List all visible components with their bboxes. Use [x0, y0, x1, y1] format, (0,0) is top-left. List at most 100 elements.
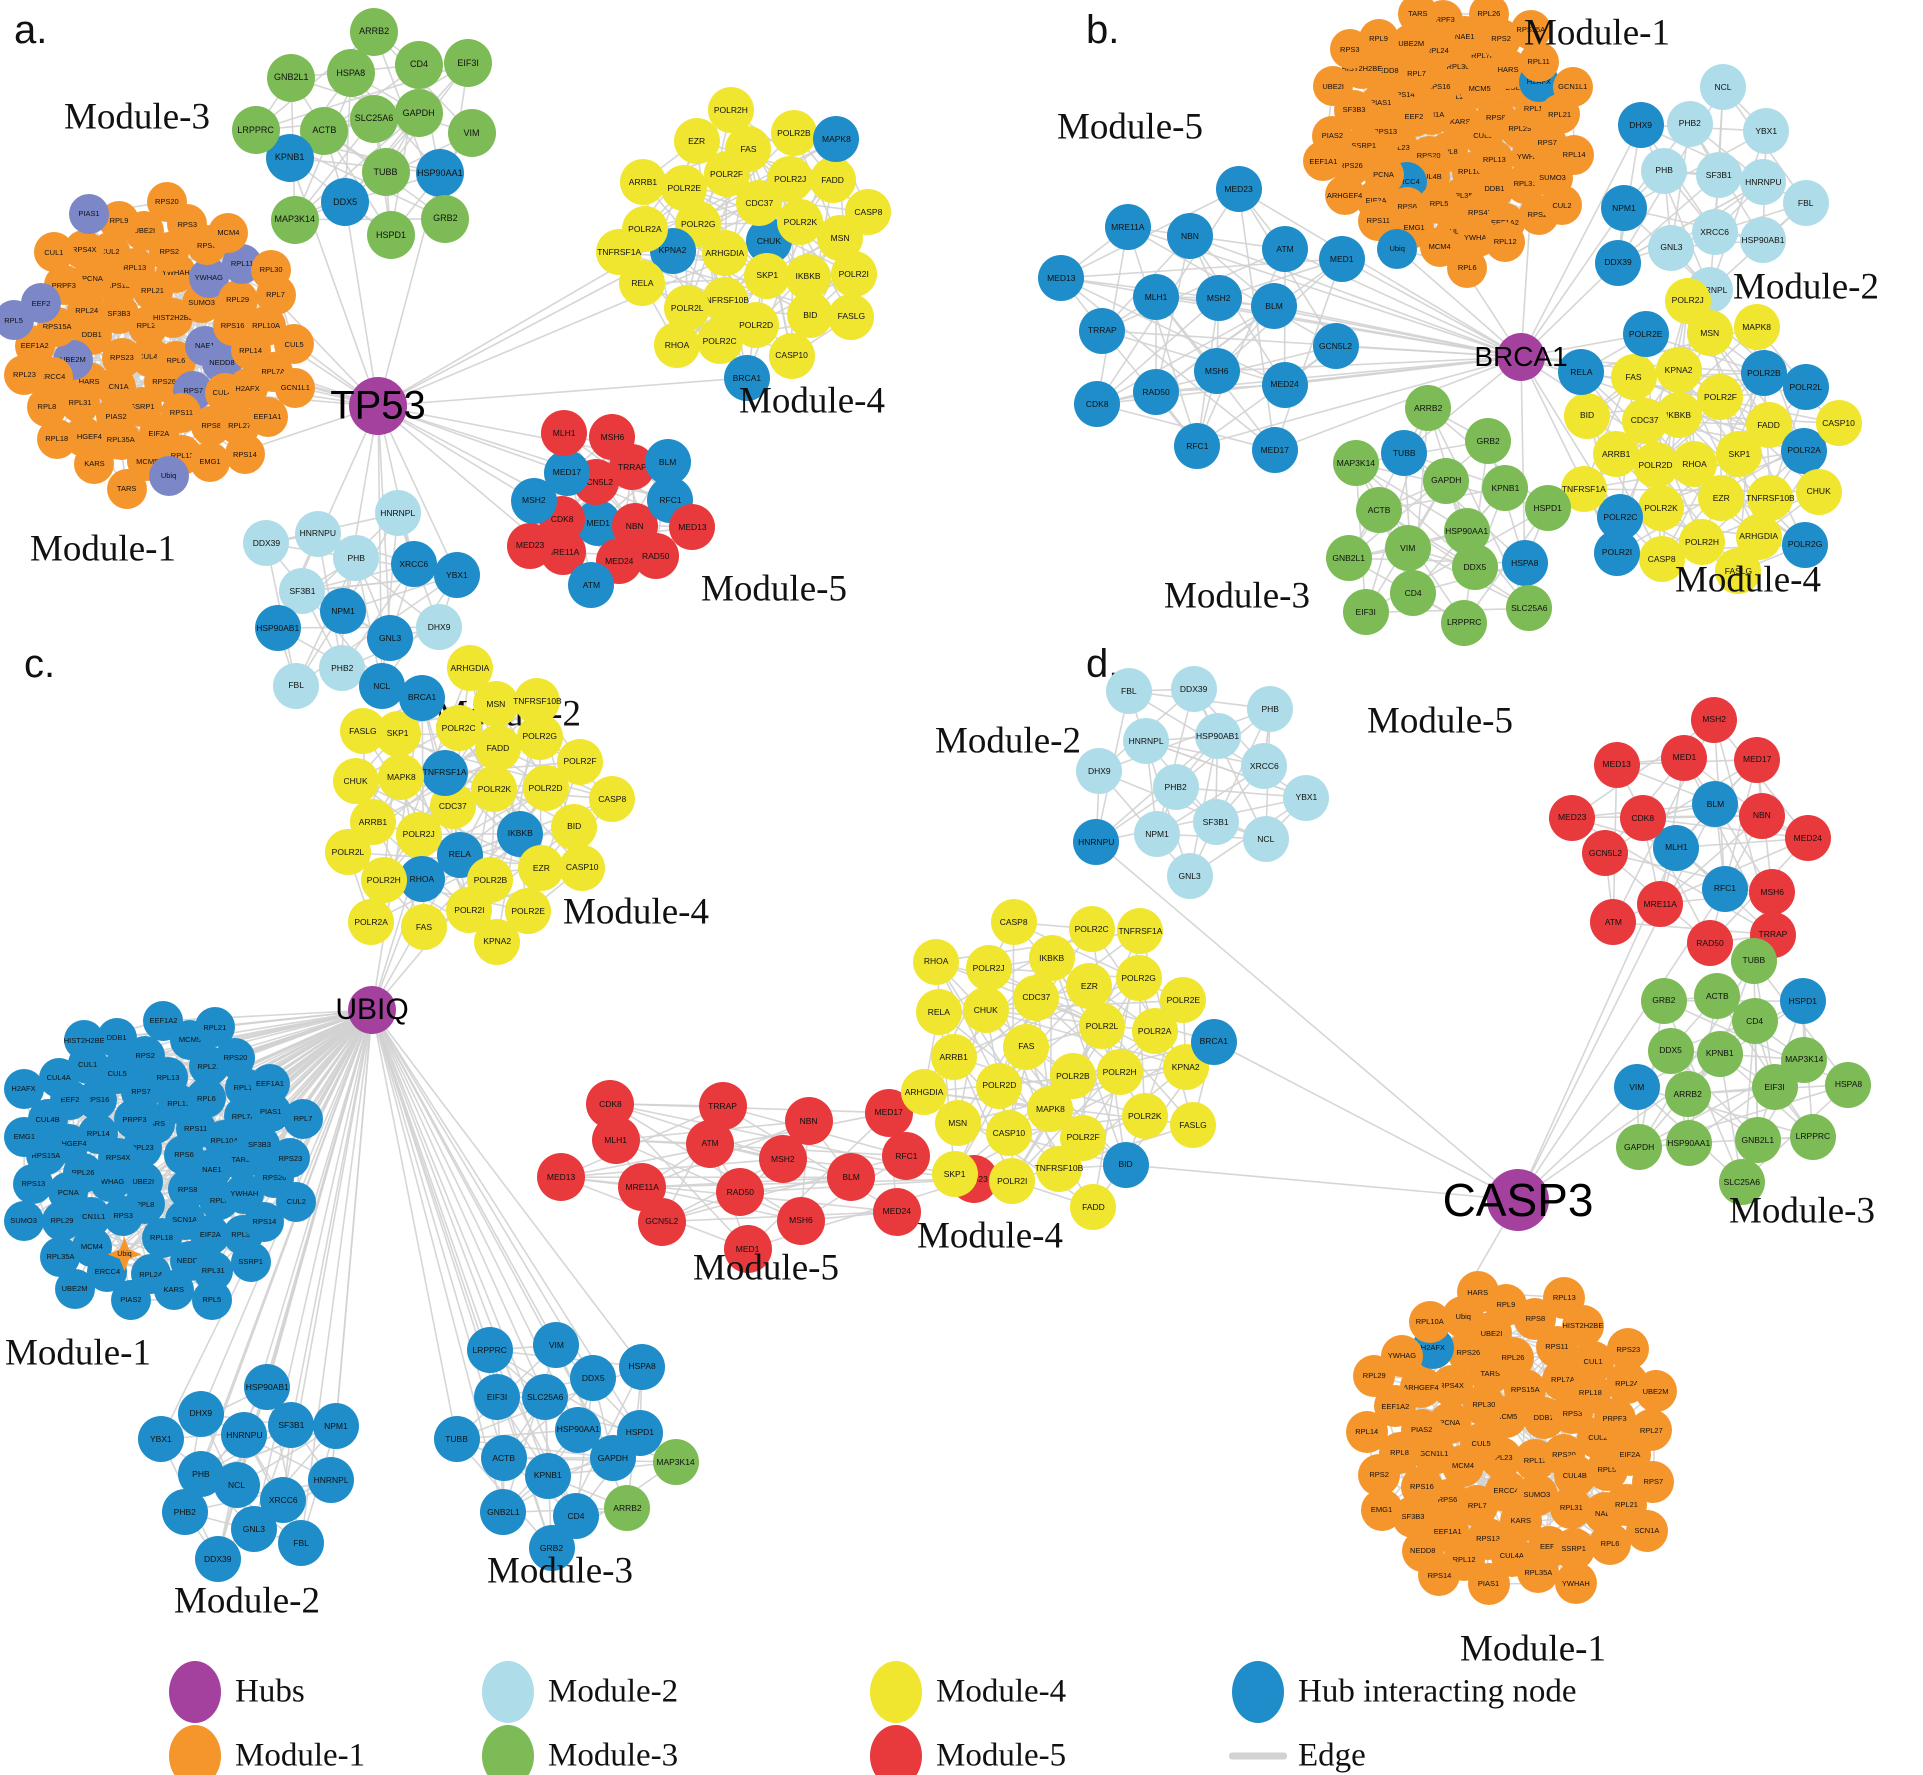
- node-KPNB1[interactable]: KPNB1: [1482, 464, 1529, 511]
- node-POLR2C[interactable]: POLR2C: [1068, 905, 1115, 952]
- node-BID[interactable]: BID: [551, 803, 598, 850]
- node-NCL[interactable]: NCL: [358, 663, 405, 710]
- node-NCL[interactable]: NCL: [1700, 64, 1747, 111]
- node-SUMO3[interactable]: SUMO3: [3, 1200, 44, 1241]
- node-VIM[interactable]: VIM: [447, 109, 496, 158]
- node-CHUK[interactable]: CHUK: [1795, 468, 1842, 515]
- node-PHB2[interactable]: PHB2: [1666, 100, 1713, 147]
- node-HSPA8[interactable]: HSPA8: [619, 1343, 666, 1390]
- node-ARRB1[interactable]: ARRB1: [619, 158, 666, 205]
- node-RPL14[interactable]: RPL14: [1345, 1410, 1388, 1453]
- node-NBN[interactable]: NBN: [1738, 792, 1785, 839]
- node-HSPA8[interactable]: HSPA8: [326, 49, 375, 98]
- hub-node-TP53[interactable]: [349, 377, 407, 435]
- node-XRCC6[interactable]: XRCC6: [1691, 208, 1738, 255]
- node-EZR[interactable]: EZR: [1698, 475, 1745, 522]
- node-MED23[interactable]: MED23: [507, 522, 554, 569]
- node-RPS23[interactable]: RPS23: [270, 1138, 311, 1179]
- node-KPNB1[interactable]: KPNB1: [524, 1452, 571, 1499]
- node-HSPA8[interactable]: HSPA8: [1501, 540, 1548, 587]
- node-EEF1A2[interactable]: EEF1A2: [143, 1000, 184, 1041]
- node-GRB2[interactable]: GRB2: [1465, 417, 1512, 464]
- node-YBX1[interactable]: YBX1: [433, 551, 480, 598]
- node-CHUK[interactable]: CHUK: [332, 757, 379, 804]
- node-FAS[interactable]: FAS: [1610, 354, 1657, 401]
- node-CD4[interactable]: CD4: [395, 40, 444, 89]
- node-XRCC6[interactable]: XRCC6: [1241, 743, 1288, 790]
- node-MAPK8[interactable]: MAPK8: [378, 754, 425, 801]
- node-HNRNPU[interactable]: HNRNPU: [1740, 159, 1787, 206]
- node-MED24[interactable]: MED24: [1784, 815, 1831, 862]
- node-SLC25A6[interactable]: SLC25A6: [1506, 585, 1553, 632]
- node-KPNB1[interactable]: KPNB1: [1696, 1030, 1743, 1077]
- node-POLR2D[interactable]: POLR2D: [1632, 441, 1679, 488]
- node-EIF3I[interactable]: EIF3I: [474, 1374, 521, 1421]
- node-DDX5[interactable]: DDX5: [1451, 544, 1498, 591]
- node-RAD50[interactable]: RAD50: [1686, 919, 1733, 966]
- node-ARRB2[interactable]: ARRB2: [1405, 385, 1452, 432]
- node-RPS20[interactable]: RPS20: [146, 181, 187, 222]
- node-ACTB[interactable]: ACTB: [1356, 486, 1403, 533]
- node-FADD[interactable]: FADD: [474, 725, 521, 772]
- node-EZR[interactable]: EZR: [1066, 963, 1113, 1010]
- node-MSH2[interactable]: MSH2: [510, 477, 557, 524]
- node-FAS[interactable]: FAS: [1003, 1023, 1050, 1070]
- node-POLR2K[interactable]: POLR2K: [1121, 1093, 1168, 1140]
- node-CDK8[interactable]: CDK8: [1074, 381, 1121, 428]
- node-TUBB[interactable]: TUBB: [1381, 429, 1428, 476]
- node-POLR2L[interactable]: POLR2L: [324, 829, 371, 876]
- node-POLR2F[interactable]: POLR2F: [557, 738, 603, 785]
- node-GNL3[interactable]: GNL3: [1648, 224, 1695, 271]
- node-MRE11A[interactable]: MRE11A: [1104, 204, 1151, 251]
- node-BRCA1[interactable]: BRCA1: [1190, 1018, 1237, 1065]
- node-HNRNPU[interactable]: HNRNPU: [294, 510, 341, 557]
- node-POLR2K[interactable]: POLR2K: [471, 766, 518, 813]
- node-CUL2[interactable]: CUL2: [276, 1181, 317, 1222]
- node-POLR2F[interactable]: POLR2F: [1697, 373, 1744, 420]
- node-DDX5[interactable]: DDX5: [1647, 1027, 1694, 1074]
- node-RPL29[interactable]: RPL29: [41, 1201, 82, 1242]
- node-LRPPRC[interactable]: LRPPRC: [466, 1327, 513, 1374]
- node-RPL10A[interactable]: RPL10A: [1408, 1301, 1451, 1344]
- node-POLR2J[interactable]: POLR2J: [965, 944, 1012, 991]
- node-YBX1[interactable]: YBX1: [137, 1415, 184, 1462]
- node-GCN1L1[interactable]: GCN1L1: [1552, 66, 1593, 107]
- node-BLM[interactable]: BLM: [1251, 283, 1298, 330]
- node-GNL3[interactable]: GNL3: [367, 615, 414, 662]
- node-UBE2M[interactable]: UBE2M: [54, 1268, 95, 1309]
- node-GRB2[interactable]: GRB2: [1640, 977, 1687, 1024]
- node-TARS[interactable]: TARS: [106, 468, 147, 509]
- node-TNFRSF1A[interactable]: TNFRSF1A: [421, 749, 468, 796]
- node-POLR2H[interactable]: POLR2H: [1679, 519, 1725, 566]
- node-HNRNPL[interactable]: HNRNPL: [1123, 718, 1170, 765]
- node-FBL[interactable]: FBL: [1105, 668, 1152, 715]
- node-MAPK8[interactable]: MAPK8: [1733, 304, 1780, 351]
- node-RPL26[interactable]: RPL26: [1468, 0, 1509, 34]
- node-PIAS1[interactable]: PIAS1: [69, 194, 110, 235]
- node-MED13[interactable]: MED13: [537, 1153, 586, 1202]
- node-PHB2[interactable]: PHB2: [161, 1489, 208, 1535]
- node-H2AFX[interactable]: H2AFX: [3, 1068, 44, 1109]
- node-TNFRSF10B[interactable]: TNFRSF10B: [1035, 1145, 1083, 1192]
- node-FAS[interactable]: FAS: [725, 126, 772, 173]
- node-RPS14[interactable]: RPS14: [1418, 1554, 1461, 1597]
- node-POLR2E[interactable]: POLR2E: [1160, 977, 1207, 1024]
- node-MCM4[interactable]: MCM4: [208, 212, 249, 253]
- node-HSP90AB1[interactable]: HSP90AB1: [244, 1363, 291, 1410]
- node-PHB[interactable]: PHB: [1247, 685, 1294, 732]
- node-CASP8[interactable]: CASP8: [845, 189, 892, 236]
- node-POLR2J[interactable]: POLR2J: [767, 156, 814, 203]
- node-MAP3K14[interactable]: MAP3K14: [652, 1439, 699, 1486]
- node-LRPPRC[interactable]: LRPPRC: [1789, 1113, 1836, 1160]
- node-HSP90AB1[interactable]: HSP90AB1: [1739, 217, 1786, 264]
- node-MED13[interactable]: MED13: [1038, 254, 1085, 301]
- node-UBE2M[interactable]: UBE2M: [1634, 1370, 1677, 1413]
- node-POLR2A[interactable]: POLR2A: [348, 899, 395, 946]
- node-POLR2B[interactable]: POLR2B: [770, 109, 817, 156]
- node-FASLG[interactable]: FASLG: [339, 708, 386, 755]
- node-NCL[interactable]: NCL: [1242, 816, 1289, 863]
- node-FADD[interactable]: FADD: [1070, 1184, 1117, 1231]
- node-CDC37[interactable]: CDC37: [1013, 974, 1060, 1021]
- node-HNRNPU[interactable]: HNRNPU: [1073, 818, 1120, 865]
- node-ARRB2[interactable]: ARRB2: [1664, 1071, 1711, 1118]
